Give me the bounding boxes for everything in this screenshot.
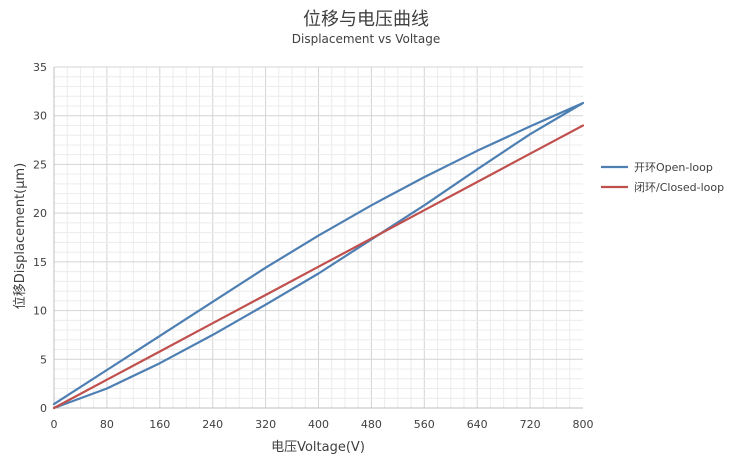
x-tick-label: 0 [51,418,58,431]
y-tick-label: 0 [40,402,47,415]
grid [54,66,583,408]
x-tick-label: 640 [467,418,488,431]
y-tick-label: 25 [33,158,47,171]
y-axis-label: 位移Displacement(μm) [13,163,28,309]
x-tick-label: 720 [520,418,541,431]
tick-labels: 0 80 160 240 320 400 480 560 640 720 800 0 5 10 15 20 25… [33,61,594,431]
x-tick-label: 80 [100,418,114,431]
x-axis-label: 电压Voltage(V) [271,440,365,455]
x-tick-label: 480 [361,418,382,431]
x-tick-label: 240 [202,418,223,431]
series-line-1 [52,101,585,410]
x-tick-label: 160 [149,418,170,431]
chart-subtitle: Displacement vs Voltage [292,32,441,46]
y-tick-label: 5 [40,353,47,366]
y-tick-label: 15 [33,256,47,269]
legend: 开环Open-loop 闭环/Closed-loop [601,161,724,194]
x-tick-label: 400 [308,418,329,431]
x-tick-label: 320 [255,418,276,431]
y-tick-label: 10 [33,305,47,318]
legend-label-1: 开环Open-loop [634,161,713,174]
x-tick-label: 560 [414,418,435,431]
series-lines [52,101,585,410]
y-tick-label: 20 [33,207,47,220]
x-tick-label: 800 [573,418,594,431]
chart-title: 位移与电压曲线 [303,9,429,30]
axes [53,67,583,409]
legend-label-2: 闭环/Closed-loop [634,181,724,194]
y-tick-label: 30 [33,110,47,123]
series-line-2 [52,124,585,410]
y-tick-label: 35 [33,61,47,74]
